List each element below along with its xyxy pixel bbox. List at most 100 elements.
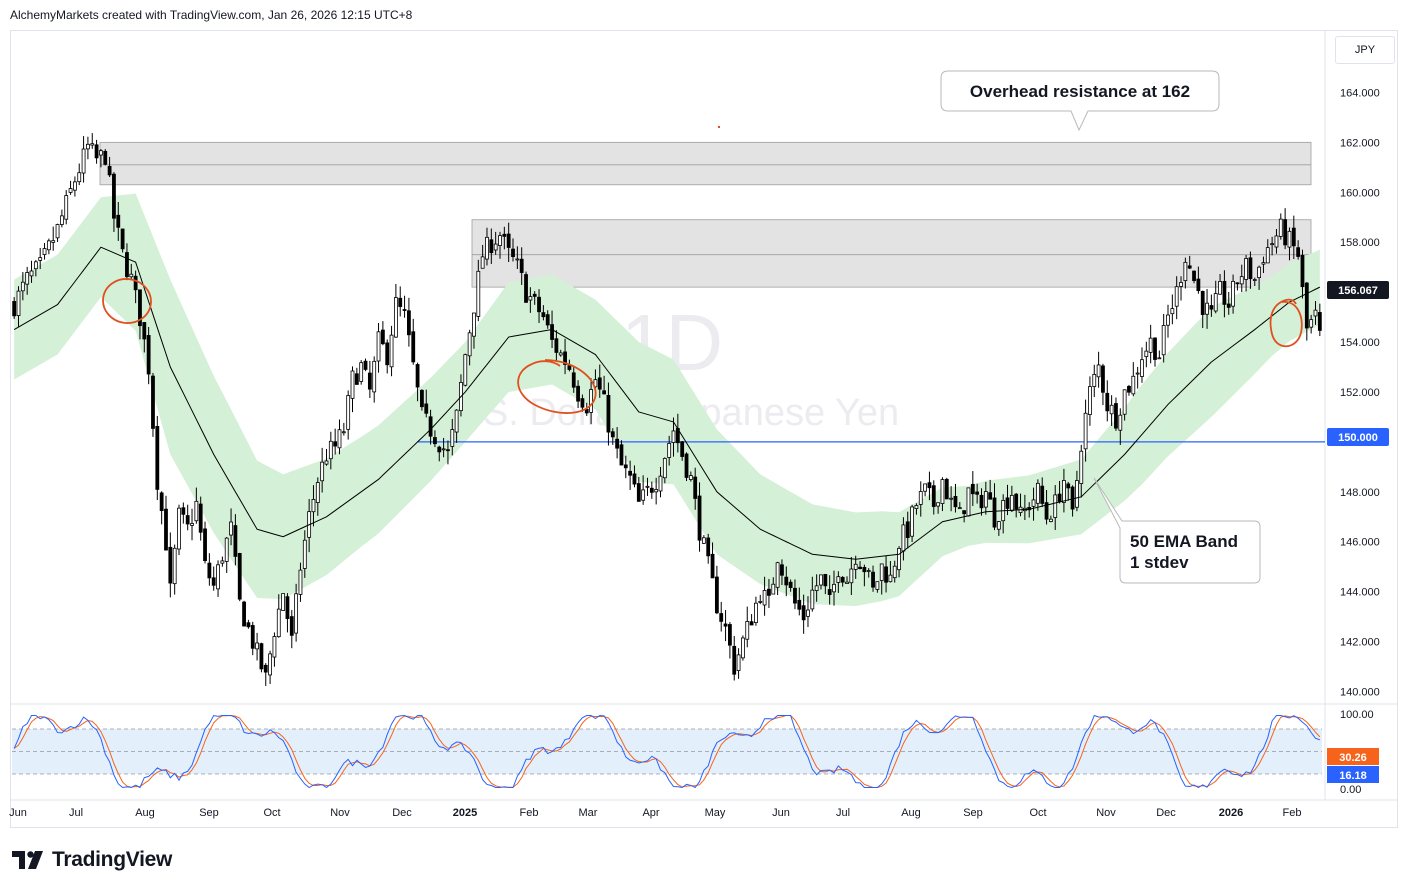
candle-199 [875,581,880,593]
candle-105 [467,329,472,366]
candle-165 [727,622,732,659]
candle-129 [571,365,576,393]
candle-163 [719,601,724,632]
candle-262 [1148,324,1153,364]
candle-185 [814,574,819,602]
candle-200 [879,563,884,595]
candle-214 [940,477,945,512]
candle-128 [567,359,572,372]
candle-12 [64,190,69,225]
candle-96 [428,409,433,445]
candle-212 [931,480,936,515]
candle-183 [806,596,810,628]
candle-38 [177,504,181,556]
candle-174 [767,578,771,608]
candle-247 [1083,399,1088,462]
candle-53 [242,600,246,627]
candle-159 [701,535,706,544]
candle-290 [1270,236,1275,256]
candle-65 [294,583,299,642]
candle-23 [112,172,116,232]
time-tick-10: Apr [642,807,659,819]
candle-62 [281,593,286,611]
candle-106 [472,312,476,349]
candle-203 [892,560,897,583]
candle-114 [506,222,511,263]
candle-93 [415,362,420,402]
currency-selector[interactable]: JPY [1335,36,1395,64]
candle-91 [407,297,411,347]
candle-149 [658,466,663,498]
candle-226 [992,483,997,531]
candle-26 [125,243,129,281]
candle-216 [949,486,954,512]
candle-18 [90,133,95,149]
candle-108 [480,244,485,269]
candle-17 [86,136,90,160]
candle-240 [1053,485,1058,530]
candle-238 [1044,490,1049,525]
candle-292 [1278,213,1283,240]
candle-123 [545,310,550,329]
candle-73 [328,431,333,470]
candle-75 [337,419,342,455]
candle-255 [1118,408,1123,445]
candle-207 [910,504,914,542]
candle-100 [446,440,450,465]
callout-resistance-text: Overhead resistance at 162 [970,82,1190,101]
support-price-badge: 150.000 [1327,428,1389,446]
candle-32 [151,372,155,437]
candle-92 [411,318,416,365]
candle-208 [914,503,919,515]
candle-211 [927,471,932,501]
candle-175 [771,577,776,595]
candle-36 [168,532,173,598]
time-tick-19: 2026 [1219,807,1243,819]
candle-299 [1309,314,1314,334]
candle-61 [276,594,281,638]
candle-102 [454,409,459,443]
candle-301 [1317,303,1322,337]
candle-164 [723,610,728,642]
candle-156 [688,471,693,482]
stoch-tick-top: 100.00 [1340,709,1374,721]
candle-137 [606,382,611,446]
candle-5 [33,259,38,277]
candle-37 [172,544,177,595]
candle-63 [285,593,290,633]
candle-257 [1127,384,1131,396]
candle-39 [181,502,186,524]
candle-30 [142,322,147,353]
candle-141 [623,455,628,479]
candle-112 [498,231,502,259]
candle-167 [736,648,741,679]
annotation-circle-1 [102,278,152,324]
price-tick-12: 140.000 [1340,687,1380,699]
callout-ema-band: 50 EMA Band 1 stdev [1093,477,1261,584]
candle-285 [1248,251,1253,289]
candle-224 [983,481,988,515]
tradingview-logo-icon [12,851,43,869]
candle-152 [671,417,676,457]
time-tick-18: Dec [1156,807,1176,819]
candle-190 [836,571,841,593]
candle-2 [20,271,25,301]
time-tick-16: Oct [1029,807,1046,819]
candle-145 [641,475,646,505]
candle-268 [1174,276,1179,320]
candle-77 [346,390,351,440]
candle-180 [793,579,797,610]
candle-288 [1261,256,1266,274]
candle-131 [580,394,585,412]
candle-283 [1239,264,1244,292]
candle-188 [827,575,832,605]
candle-47 [216,560,220,597]
candle-237 [1040,477,1045,508]
candle-198 [871,565,875,592]
candle-151 [667,435,672,466]
candle-291 [1274,228,1279,254]
candle-259 [1135,366,1140,389]
time-tick-6: Dec [392,807,412,819]
candle-31 [146,326,151,385]
candle-94 [420,389,424,411]
